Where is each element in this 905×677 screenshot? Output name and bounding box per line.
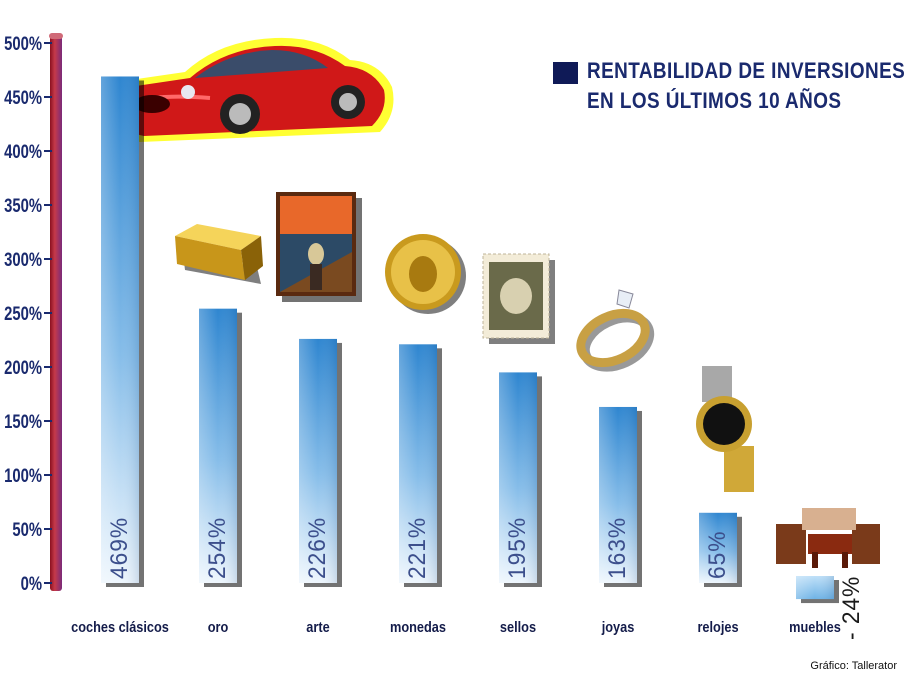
bar-highlight [399,344,437,583]
chart-title: RENTABILIDAD DE INVERSIONES EN LOS ÚLTIM… [587,56,905,116]
chart-title-line-1: RENTABILIDAD DE INVERSIONES [587,58,905,83]
y-tick-label: 350% [4,195,42,216]
y-axis-cap [49,33,63,39]
y-tick-label: 300% [4,249,42,270]
y-tick-label: 200% [4,357,42,378]
bar-value-label: 65% [703,531,730,579]
bar-value-label: 254% [203,517,230,579]
chart-title-line-2: EN LOS ÚLTIMOS 10 AÑOS [587,88,842,113]
x-tick-label: arte [306,618,330,635]
x-tick-label: sellos [500,618,536,635]
watch-icon [696,366,754,492]
y-tick-label: 100% [4,465,42,486]
gold-bar-icon [175,224,263,284]
y-tick-label: 0% [21,573,42,594]
classic-car-icon [107,37,394,142]
furniture-icon [776,508,880,568]
stamp-icon [482,253,555,344]
x-tick-label: relojes [697,618,738,635]
y-tick-label: 500% [4,33,42,54]
bar-value-label: 469% [105,517,132,579]
y-axis-layer: 0% 50% 100% 150% 200% 250% 300% 350% 400% 450% 500… [4,33,52,594]
y-axis-bar [50,33,62,591]
icons-layer [107,37,880,568]
bar-highlight [101,76,139,583]
bar-value-label: 195% [503,517,530,579]
y-tick-label: 50% [12,519,42,540]
bar-highlight [699,512,737,583]
bar-highlight [599,406,637,583]
bar-value-label: 221% [403,517,430,579]
credit-text: Gráfico: Tallerator [810,660,897,672]
bar-highlight [199,308,237,583]
y-tick-label: 150% [4,411,42,432]
y-tick-label: 450% [4,87,42,108]
painting-icon [276,192,362,302]
legend-swatch [553,62,578,84]
coin-icon [385,234,466,314]
x-tick-label: coches clásicos [71,618,169,635]
x-tick-label: oro [208,618,229,635]
x-tick-label: joyas [601,618,635,635]
x-tick-label: monedas [390,618,446,635]
bar-highlight [299,338,337,583]
bar-value-label: 163% [603,517,630,579]
bar-highlight [796,576,834,600]
bar-value-label: - 24% [837,576,864,640]
y-tick-label: 250% [4,303,42,324]
bars-layer: 469% coches clásicos 254% oro 226% arte 221% mo… [71,76,864,640]
ring-icon [576,289,655,372]
bar-value-label: 226% [303,517,330,579]
bar-highlight [499,372,537,583]
x-tick-label: muebles [789,618,841,635]
y-tick-label: 400% [4,141,42,162]
